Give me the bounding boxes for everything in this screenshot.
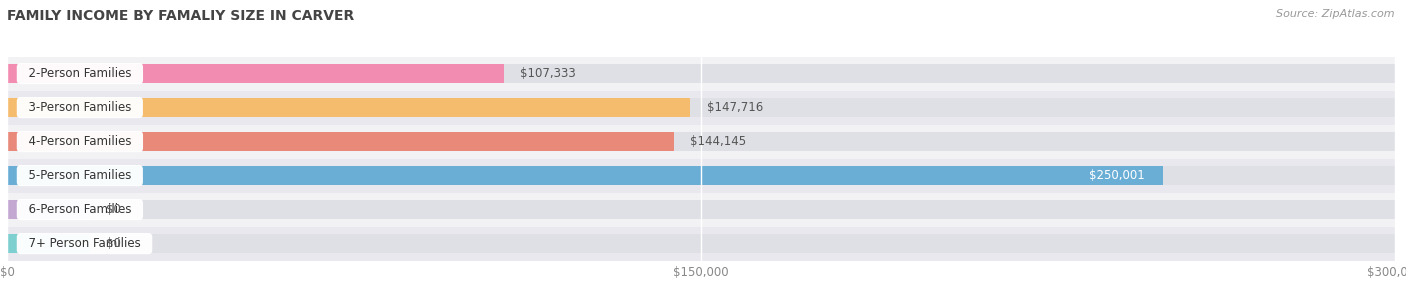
Text: $250,001: $250,001	[1090, 169, 1144, 182]
Text: $144,145: $144,145	[690, 135, 747, 148]
Bar	[7, 200, 90, 220]
Text: $107,333: $107,333	[520, 67, 575, 80]
Bar	[7, 132, 1395, 152]
Bar	[7, 166, 1164, 185]
Text: 4-Person Families: 4-Person Families	[21, 135, 139, 148]
Bar	[7, 98, 690, 117]
Text: FAMILY INCOME BY FAMALIY SIZE IN CARVER: FAMILY INCOME BY FAMALIY SIZE IN CARVER	[7, 9, 354, 23]
Text: Source: ZipAtlas.com: Source: ZipAtlas.com	[1277, 9, 1395, 19]
Bar	[7, 98, 1395, 117]
Text: 2-Person Families: 2-Person Families	[21, 67, 139, 80]
Text: $0: $0	[107, 203, 121, 216]
Bar	[7, 227, 1395, 260]
Bar	[7, 132, 673, 152]
Bar	[7, 64, 503, 84]
Text: $147,716: $147,716	[707, 101, 763, 114]
Text: 7+ Person Families: 7+ Person Families	[21, 237, 148, 250]
Text: 5-Person Families: 5-Person Families	[21, 169, 139, 182]
Bar	[7, 64, 1395, 84]
Bar	[7, 166, 1395, 185]
Bar	[7, 91, 1395, 125]
Text: 3-Person Families: 3-Person Families	[21, 101, 139, 114]
Bar	[7, 192, 1395, 227]
Text: 6-Person Families: 6-Person Families	[21, 203, 139, 216]
Bar	[7, 159, 1395, 192]
Text: $0: $0	[107, 237, 121, 250]
Bar	[7, 57, 1395, 91]
Bar	[7, 234, 90, 253]
Bar	[7, 200, 1395, 220]
Bar	[7, 234, 1395, 253]
Bar	[7, 125, 1395, 159]
